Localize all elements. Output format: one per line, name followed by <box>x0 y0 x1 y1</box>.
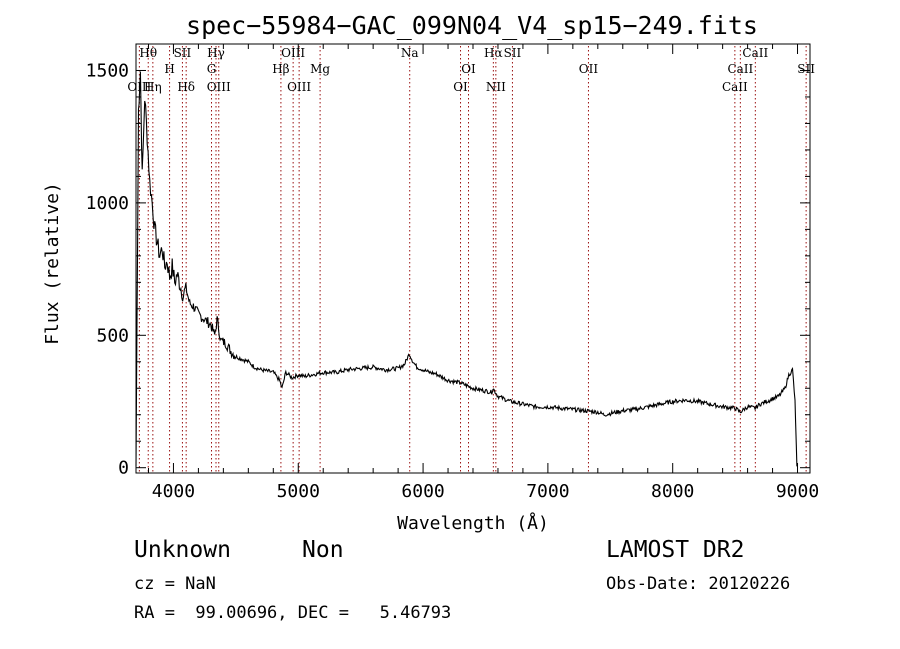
line-label-18: NII <box>486 80 506 94</box>
x-tick-label-3: 7000 <box>526 481 569 502</box>
x-tick-label-1: 5000 <box>277 481 320 502</box>
line-label-2: Hη <box>144 80 162 94</box>
chart-title: spec−55984−GAC_099N04_V4_sp15−249.fits <box>186 11 758 40</box>
object-subclass: Non <box>302 537 344 563</box>
y-tick-label-2: 1000 <box>86 193 129 214</box>
line-label-21: CaII <box>742 46 768 60</box>
y-axis-label: Flux (relative) <box>42 182 63 345</box>
line-label-5: Hδ <box>177 80 195 94</box>
line-label-15: OI <box>453 80 468 94</box>
line-label-9: OIII <box>281 46 305 60</box>
plot-frame <box>135 43 811 474</box>
line-label-13: Na <box>401 46 419 60</box>
y-tick-label-0: 0 <box>118 458 129 479</box>
line-label-22: CaII <box>727 62 753 76</box>
line-label-8: OIII <box>207 80 231 94</box>
line-label-11: Mg <box>310 62 330 76</box>
line-label-4: H <box>164 62 174 76</box>
line-label-3: SII <box>174 46 192 60</box>
line-label-10: Hβ <box>272 62 289 76</box>
line-label-16: Hα <box>484 46 503 60</box>
x-axis-label: Wavelength (Å) <box>397 512 549 534</box>
line-label-17: SII <box>504 46 522 60</box>
line-label-14: OI <box>461 62 476 76</box>
survey-name: LAMOST DR2 <box>606 537 745 563</box>
line-label-20: SII <box>797 62 815 76</box>
line-label-23: CaII <box>722 80 748 94</box>
y-tick-label-1: 500 <box>96 325 129 346</box>
x-tick-label-2: 6000 <box>401 481 444 502</box>
line-label-12: OIII <box>287 80 311 94</box>
y-tick-label-3: 1500 <box>86 60 129 81</box>
x-tick-label-5: 9000 <box>776 481 819 502</box>
object-class: Unknown <box>134 537 231 563</box>
redshift-value: cz = NaN <box>134 574 216 594</box>
x-tick-label-0: 4000 <box>152 481 195 502</box>
line-label-6: Hγ <box>207 46 225 60</box>
line-label-7: G <box>207 62 217 76</box>
coordinates: RA = 99.00696, DEC = 5.46793 <box>134 603 452 623</box>
observation-date: Obs-Date: 20120226 <box>606 574 791 594</box>
line-label-19: OII <box>579 62 599 76</box>
spectrum-series-0 <box>135 71 798 467</box>
x-tick-label-4: 8000 <box>651 481 694 502</box>
line-label-0: Hθ <box>139 46 157 60</box>
